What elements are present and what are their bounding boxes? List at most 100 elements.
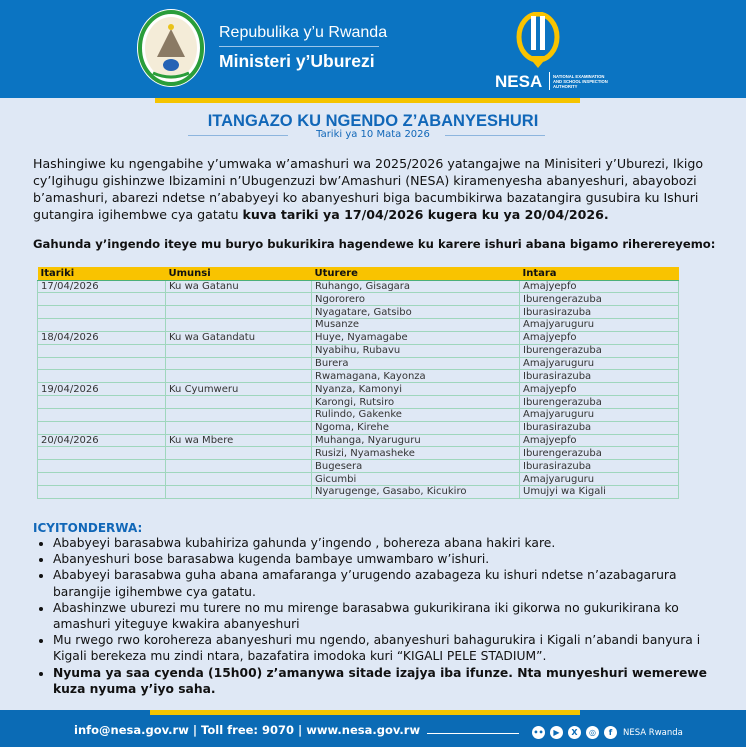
notes-section: ICYITONDERWA: Ababyeyi barasabwa kubahir… [33, 521, 733, 697]
table-cell [165, 318, 312, 332]
notes-list: Ababyeyi barasabwa kubahiriza gahunda y’… [53, 535, 733, 697]
flickr-icon[interactable]: •• [532, 726, 545, 739]
table-cell: Nyanza, Kamonyi [311, 382, 520, 397]
table-cell: 17/04/2026 [37, 279, 166, 294]
table-cell [165, 356, 312, 371]
footer-accent-bar [150, 710, 580, 715]
table-cell: Huye, Nyamagabe [311, 330, 520, 345]
table-cell [37, 343, 166, 358]
table-cell [37, 305, 166, 320]
table-cell [165, 472, 312, 486]
x-icon[interactable]: X [568, 726, 581, 739]
table-cell: Rulindo, Gakenke [311, 407, 520, 422]
rwanda-seal-logo [137, 9, 205, 87]
facebook-icon[interactable]: f [604, 726, 617, 739]
svg-text:AUTHORITY: AUTHORITY [553, 84, 578, 89]
table-cell [165, 485, 312, 499]
table-row: 19/04/2026 Ku Cyumweru Nyanza, Kamonyi Amaj… [37, 382, 679, 397]
table-row: Karongi, Rutsiro Iburengerazuba [37, 395, 679, 409]
table-cell: Iburengerazuba [519, 343, 679, 358]
column-header: Uturere [311, 267, 520, 281]
table-cell [165, 395, 312, 409]
table-cell: Ku wa Mbere [165, 433, 312, 448]
table-cell: Iburasirazuba [519, 369, 679, 384]
svg-text:AND SCHOOL INSPECTION: AND SCHOOL INSPECTION [553, 79, 608, 84]
divider [427, 733, 519, 734]
instagram-icon[interactable]: ◎ [586, 726, 599, 739]
table-cell: Amajyaruguru [519, 472, 679, 486]
table-cell: Burera [311, 356, 520, 371]
table-cell: Muhanga, Nyaruguru [311, 433, 520, 448]
list-item: Mu rwego rwo korohereza abanyeshuri mu n… [53, 632, 733, 664]
table-cell: Nyabihu, Rubavu [311, 343, 520, 358]
table-cell: Bugesera [311, 459, 520, 474]
table-row: 17/04/2026 Ku wa Gatanu Ruhango, Gisagara A… [37, 279, 679, 294]
table-cell: Amajyepfo [519, 382, 679, 397]
schedule-table: Itariki Umunsi Uturere Intara 17/04/2026… [37, 267, 679, 499]
table-cell: Ku Cyumweru [165, 382, 312, 397]
page-title: ITANGAZO KU NGENDO Z’ABANYESHURI [207, 112, 539, 130]
table-cell [37, 472, 166, 486]
table-cell [165, 343, 312, 358]
column-header: Intara [519, 267, 679, 281]
table-row: 20/04/2026 Ku wa Mbere Muhanga, Nyaruguru A… [37, 433, 679, 448]
table-cell: 18/04/2026 [37, 330, 166, 345]
table-header-row: Itariki Umunsi Uturere Intara [37, 267, 679, 281]
table-cell [165, 446, 312, 461]
table-cell [165, 292, 312, 307]
table-cell: Gicumbi [311, 472, 520, 486]
column-header: Itariki [37, 267, 166, 281]
header-accent-bar [155, 98, 580, 103]
footer [0, 710, 746, 747]
table-cell: 20/04/2026 [37, 433, 166, 448]
table-cell [37, 420, 166, 435]
table-cell: Amajyaruguru [519, 318, 679, 332]
table-cell [37, 369, 166, 384]
svg-text:NESA: NESA [495, 72, 542, 91]
table-cell [165, 420, 312, 435]
table-row: Rulindo, Gakenke Amajyaruguru [37, 407, 679, 422]
table-cell [37, 459, 166, 474]
table-cell: Iburengerazuba [519, 292, 679, 307]
table-cell: Iburasirazuba [519, 459, 679, 474]
list-item: Ababyeyi barasabwa guha abana amafaranga… [53, 567, 733, 599]
table-cell [165, 407, 312, 422]
table-row: Musanze Amajyaruguru [37, 318, 679, 332]
table-cell [165, 459, 312, 474]
nesa-logo: NESA NATIONAL EXAMINATION AND SCHOOL INS… [495, 12, 608, 91]
footer-contact: info@nesa.gov.rw | Toll free: 9070 | www… [74, 723, 421, 737]
social-account-name: NESA Rwanda [623, 728, 683, 738]
announcement-date: Tariki ya 10 Mata 2026 [316, 129, 430, 140]
republic-name: Repubulika y’u Rwanda [219, 24, 388, 41]
table-row: Burera Amajyaruguru [37, 356, 679, 371]
table-cell: Umujyi wa Kigali [519, 485, 679, 499]
youtube-icon[interactable]: ▶ [550, 726, 563, 739]
table-cell [37, 485, 166, 499]
table-row: Nyabihu, Rubavu Iburengerazuba [37, 343, 679, 358]
header [0, 0, 746, 98]
table-cell: 19/04/2026 [37, 382, 166, 397]
table-cell: Karongi, Rutsiro [311, 395, 520, 409]
table-cell [37, 395, 166, 409]
table-cell [37, 446, 166, 461]
table-row: Bugesera Iburasirazuba [37, 459, 679, 474]
table-cell: Amajyaruguru [519, 407, 679, 422]
table-row: Nyagatare, Gatsibo Iburasirazuba [37, 305, 679, 320]
table-cell: Iburasirazuba [519, 305, 679, 320]
table-cell: Iburengerazuba [519, 446, 679, 461]
table-cell [165, 305, 312, 320]
divider [188, 135, 288, 136]
table-cell: Nyarugenge, Gasabo, Kicukiro [311, 485, 520, 499]
table-cell: Amajyepfo [519, 279, 679, 294]
list-item: Abashinzwe uburezi mu turere no mu miren… [53, 600, 733, 632]
table-row: Ngoma, Kirehe Iburasirazuba [37, 420, 679, 435]
list-item: Nyuma ya saa cyenda (15h00) z’amanywa si… [53, 665, 733, 697]
svg-text:NATIONAL EXAMINATION: NATIONAL EXAMINATION [553, 74, 604, 79]
intro-paragraph: Hashingiwe ku ngengabihe y’umwaka w’amas… [33, 155, 723, 223]
table-cell: Amajyaruguru [519, 356, 679, 371]
table-cell: Ruhango, Gisagara [311, 279, 520, 294]
table-row: Rwamagana, Kayonza Iburasirazuba [37, 369, 679, 384]
table-row: Rusizi, Nyamasheke Iburengerazuba [37, 446, 679, 461]
ministry-name: Ministeri y’Uburezi [219, 51, 375, 71]
table-cell [165, 369, 312, 384]
